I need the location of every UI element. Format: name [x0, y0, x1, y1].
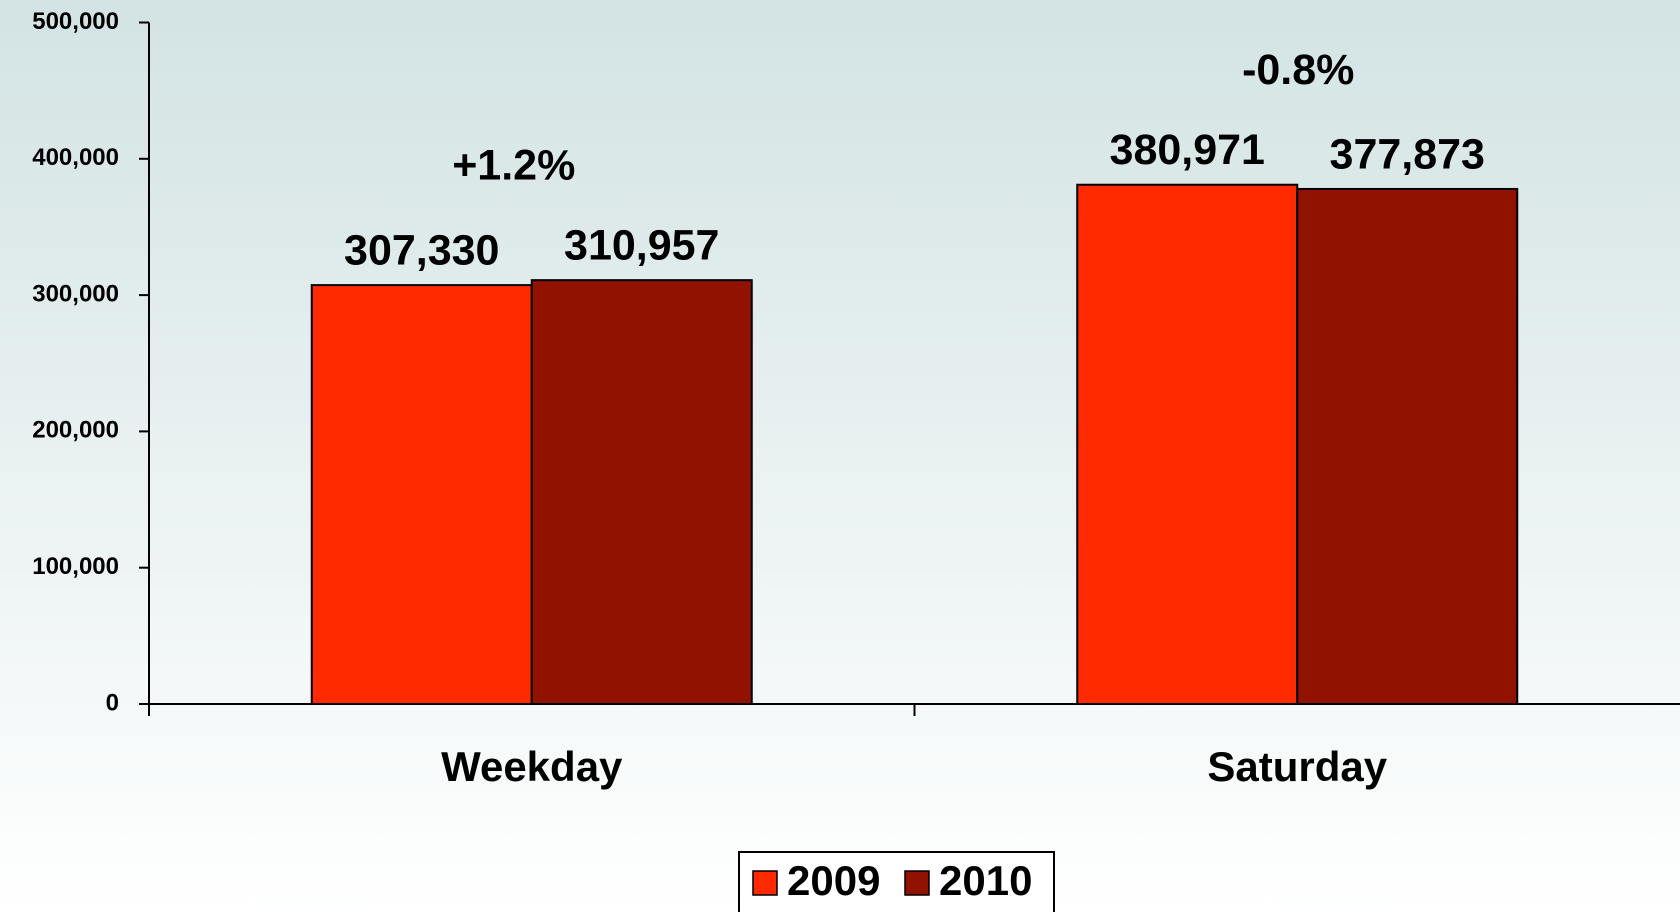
annotation: +1.2% — [452, 142, 575, 190]
legend-label: 2010 — [939, 857, 1032, 904]
bar — [1076, 183, 1299, 706]
legend-swatch — [904, 870, 930, 896]
bar — [530, 279, 753, 705]
y-tick-label: 400,000 — [32, 144, 119, 171]
x-tick-label: Weekday — [441, 743, 623, 790]
y-tick-label: 300,000 — [32, 280, 119, 307]
y-tick-label: 100,000 — [32, 553, 119, 580]
y-tick-label: 500,000 — [32, 8, 119, 35]
y-tick-label: 0 — [106, 689, 119, 716]
legend-box — [738, 851, 1055, 912]
legend-label: 2009 — [787, 857, 880, 904]
value-label: 310,957 — [564, 222, 719, 270]
value-label: 307,330 — [344, 226, 499, 274]
value-label: 380,971 — [1110, 126, 1265, 174]
value-label: 377,873 — [1330, 130, 1485, 178]
legend-swatch — [752, 870, 778, 896]
annotation: -0.8% — [1242, 46, 1354, 94]
y-tick-label: 200,000 — [32, 417, 119, 444]
bar — [1296, 187, 1519, 705]
bar — [310, 284, 533, 705]
x-tick-label: Saturday — [1207, 743, 1387, 790]
